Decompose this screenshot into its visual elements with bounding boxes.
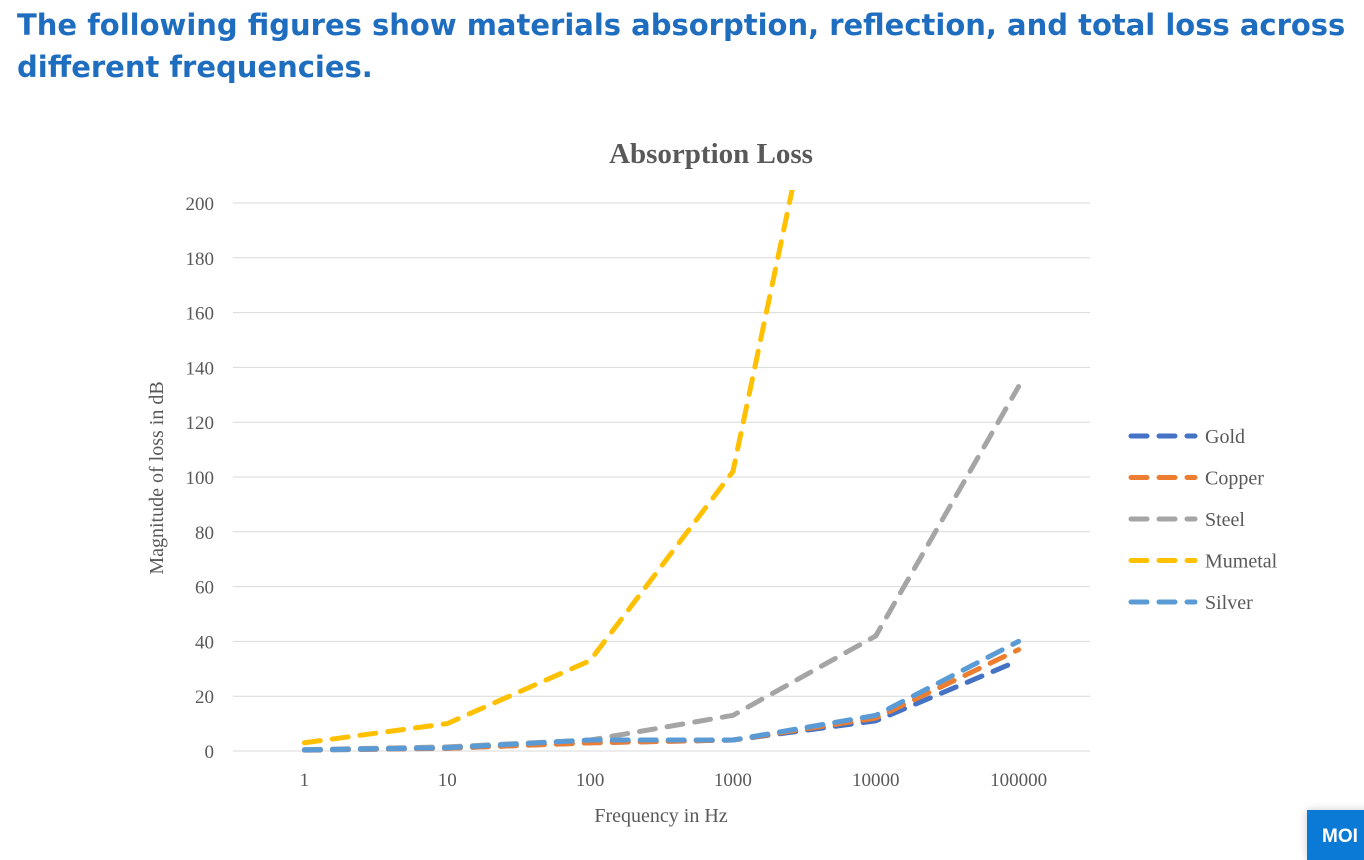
x-tick-label: 10 <box>438 770 457 791</box>
more-button[interactable]: MOI <box>1307 810 1364 860</box>
y-tick-label: 60 <box>195 578 214 599</box>
series-line-copper <box>301 647 1022 753</box>
series-line-silver <box>301 638 1022 753</box>
y-tick-label: 140 <box>186 358 215 379</box>
legend-label: Mumetal <box>1205 551 1278 573</box>
legend-label: Steel <box>1205 509 1245 531</box>
y-tick-label: 20 <box>195 687 214 708</box>
y-tick-label: 40 <box>195 632 214 653</box>
legend-label: Gold <box>1205 426 1245 448</box>
y-tick-label: 0 <box>205 742 215 763</box>
chart-title: Absorption Loss <box>609 138 813 170</box>
x-tick-label: 100 <box>576 770 605 791</box>
y-tick-label: 80 <box>195 523 214 544</box>
y-tick-label: 200 <box>186 194 215 215</box>
series-line-gold <box>301 658 1022 753</box>
x-tick-label: 10000 <box>852 770 900 791</box>
x-tick-label: 100000 <box>990 770 1047 791</box>
y-axis-label: Magnitude of loss in dB <box>146 381 168 574</box>
x-tick-label: 1 <box>300 770 310 791</box>
y-tick-label: 120 <box>186 413 215 434</box>
legend-label: Copper <box>1205 468 1264 490</box>
series-line-mumetal <box>301 190 795 746</box>
page-heading: The following figures show materials abs… <box>17 8 1346 84</box>
x-tick-label: 1000 <box>714 770 752 791</box>
x-axis-label: Frequency in Hz <box>594 805 727 827</box>
legend-label: Silver <box>1205 592 1253 614</box>
y-tick-label: 160 <box>186 304 215 325</box>
y-tick-label: 100 <box>186 468 215 489</box>
y-tick-label: 180 <box>186 249 215 270</box>
